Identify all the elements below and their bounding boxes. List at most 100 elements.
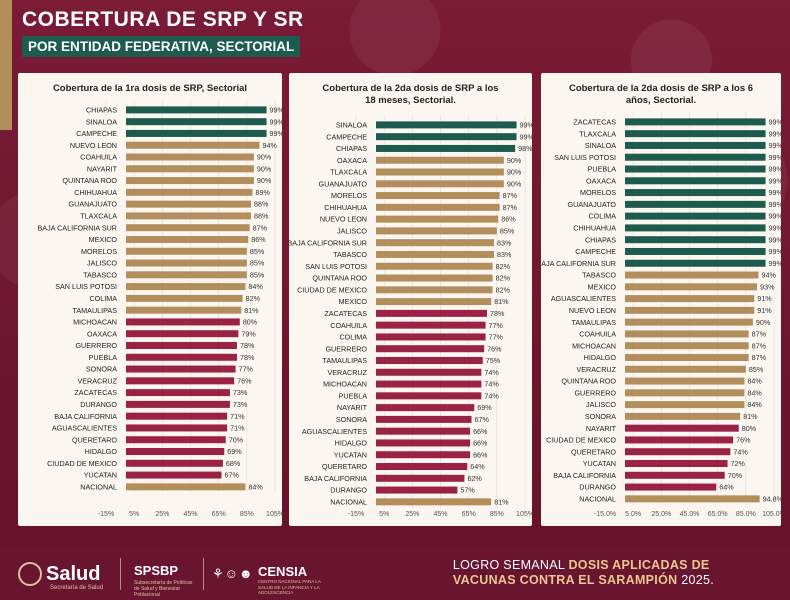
category-label: SAN LUIS POTOSI (554, 153, 616, 162)
value-label: 90% (507, 179, 522, 188)
value-label: 76% (487, 344, 502, 353)
x-tick-label: 5% (129, 511, 139, 518)
category-label: GUANAJUATO (568, 200, 617, 209)
x-tick-label: -15.0% (594, 511, 616, 518)
x-tick-label: -15% (348, 511, 364, 518)
value-label: 84% (248, 482, 263, 491)
bar (376, 415, 472, 423)
bar (126, 129, 267, 137)
value-label: 64% (470, 462, 485, 471)
value-label: 67% (224, 471, 239, 480)
category-label: QUINTANA ROO (62, 176, 117, 185)
value-label: 84% (747, 388, 762, 397)
category-label: SINALOA (86, 117, 117, 126)
category-label: VERACRUZ (77, 376, 117, 385)
category-label: SONORA (336, 415, 367, 424)
category-label: NACIONAL (330, 497, 367, 506)
x-tick-label: 105.0% (762, 511, 781, 518)
value-label: 71% (230, 424, 245, 433)
value-label: 87% (503, 203, 518, 212)
bar (625, 247, 766, 255)
category-label: GUERRERO (325, 344, 367, 353)
bar (376, 345, 485, 353)
value-label: 87% (752, 353, 767, 362)
bar (376, 392, 482, 400)
bar (376, 380, 482, 388)
bar (625, 189, 766, 197)
value-label: 79% (241, 329, 256, 338)
value-label: 67% (474, 415, 489, 424)
bar (376, 180, 504, 188)
bar (625, 165, 766, 173)
value-label: 69% (477, 403, 492, 412)
bar (126, 224, 250, 232)
value-label: 90% (507, 156, 522, 165)
value-label: 89% (255, 188, 270, 197)
value-label: 74% (484, 380, 499, 389)
bar (126, 459, 223, 467)
bar (376, 309, 487, 317)
category-label: OAXACA (586, 176, 616, 185)
bar (376, 156, 504, 164)
bar (625, 365, 746, 373)
value-label: 74% (733, 447, 748, 456)
value-label: 99% (769, 247, 781, 256)
footer-divider (120, 558, 121, 590)
bar (126, 341, 237, 349)
value-label: 90% (257, 164, 272, 173)
bar (625, 483, 717, 491)
value-label: 99% (769, 129, 781, 138)
bar (376, 215, 499, 223)
bar (376, 474, 465, 482)
value-label: 76% (237, 376, 252, 385)
value-label: 88% (254, 200, 269, 209)
bar (376, 427, 471, 435)
bar (625, 318, 753, 326)
category-label: NAYARIT (586, 424, 617, 433)
value-label: 99% (769, 117, 781, 126)
bar (376, 439, 471, 447)
value-label: 94.8% (763, 494, 781, 503)
category-label: NUEVO LEON (569, 306, 616, 315)
bar (126, 212, 252, 220)
bar (126, 177, 254, 185)
category-label: HIDALGO (335, 439, 368, 448)
x-tick-label: 65% (462, 511, 476, 518)
bar (625, 200, 766, 208)
bar (625, 495, 760, 503)
bar (126, 330, 239, 338)
category-label: CIUDAD DE MEXICO (546, 436, 616, 445)
value-label: 87% (752, 341, 767, 350)
page-subtitle: POR ENTIDAD FEDERATIVA, SECTORIAL (22, 36, 301, 57)
bar (376, 192, 500, 200)
bar (126, 259, 247, 267)
category-label: CHIHUAHUA (74, 188, 117, 197)
category-label: AGUASCALIENTES (302, 427, 367, 436)
category-label: OAXACA (87, 329, 117, 338)
x-tick-label: 5% (379, 511, 389, 518)
value-label: 86% (501, 215, 516, 224)
value-label: 94% (263, 141, 278, 150)
bar (625, 353, 749, 361)
category-label: SONORA (585, 412, 616, 421)
category-label: MEXICO (588, 282, 617, 291)
value-label: 73% (233, 388, 248, 397)
chart-panel-2da-dosis-18-meses: Cobertura de la 2da dosis de SRP a los 1… (289, 73, 532, 526)
page-title: COBERTURA DE SRP Y SR (22, 8, 304, 31)
category-label: ZACATECAS (74, 388, 117, 397)
category-label: CAMPECHE (326, 132, 367, 141)
category-label: SINALOA (336, 120, 367, 129)
value-label: 81% (743, 412, 758, 421)
value-label: 64% (719, 483, 734, 492)
value-label: 83% (497, 238, 512, 247)
bar (126, 141, 260, 149)
bar (625, 130, 766, 138)
x-tick-label: 25% (405, 511, 419, 518)
bar (126, 448, 225, 456)
bar (625, 412, 741, 420)
category-label: TABASCO (83, 270, 117, 279)
category-label: MEXICO (339, 297, 368, 306)
value-label: 75% (486, 356, 501, 365)
footer-headline: LOGRO SEMANAL DOSIS APLICADAS DE VACUNAS… (453, 558, 714, 588)
x-tick-label: 5.0% (625, 511, 641, 518)
